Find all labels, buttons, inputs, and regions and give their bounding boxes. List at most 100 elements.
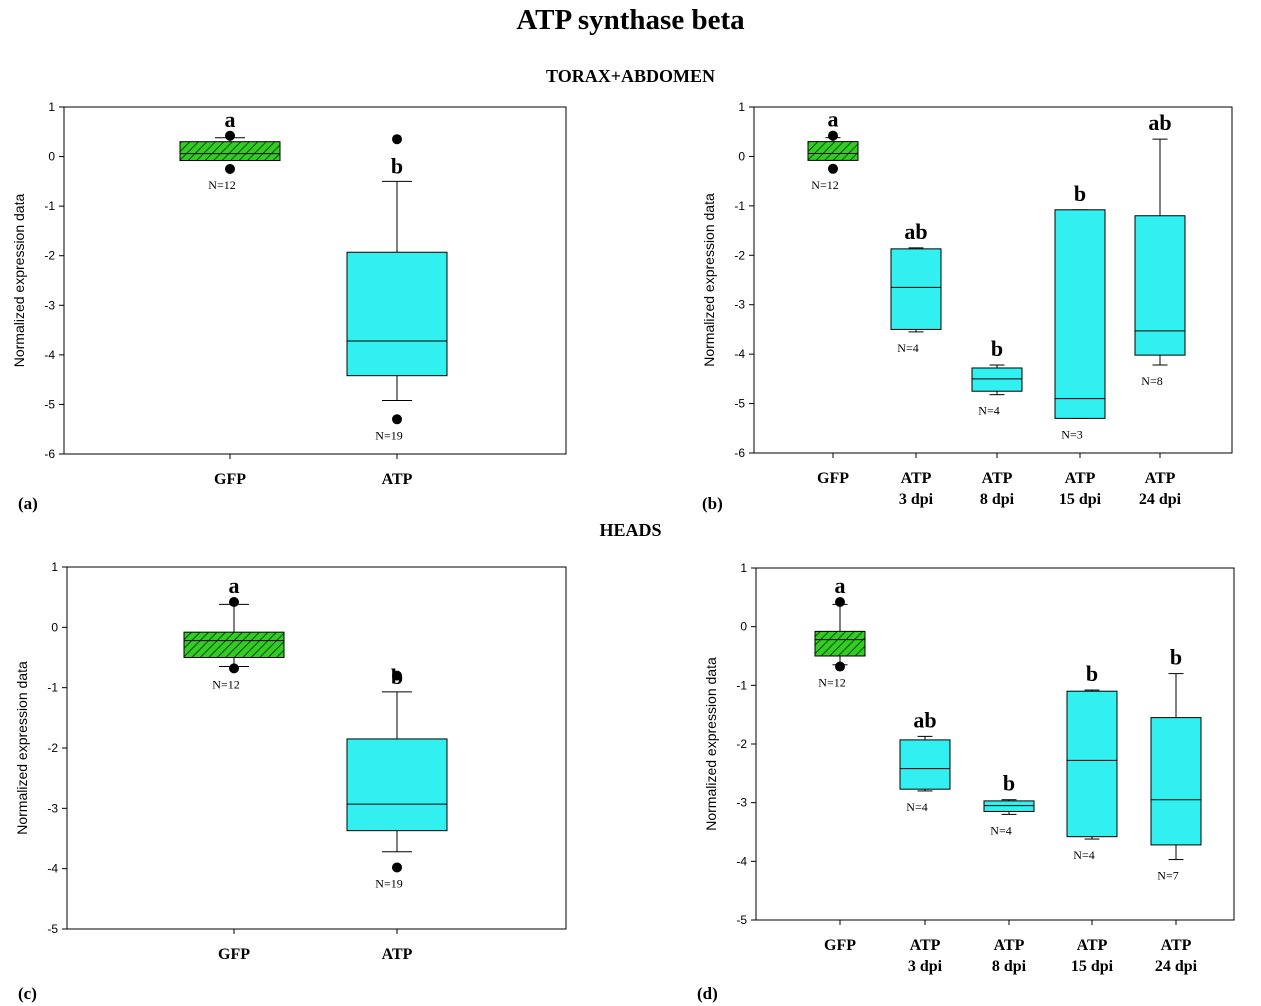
y-axis-label: Normalized expression data [701,193,717,367]
y-tick-label: -5 [734,397,745,411]
n-label: N=4 [978,404,999,418]
n-label: N=19 [375,876,402,890]
box-group: b N=19 ATP [346,664,448,963]
box-rect [983,800,1035,812]
x-category-label: ATP [382,946,413,963]
outlier-point [229,663,239,674]
n-label: N=4 [990,823,1011,837]
outlier-point [828,130,838,141]
y-tick-label: -2 [47,741,58,755]
y-tick-label: 0 [51,620,58,634]
section-title-torax-abdomen: TORAX+ABDOMEN [546,66,715,86]
significance-letter: b [1074,181,1086,206]
x-category-label: GFP [817,470,849,487]
outlier-point [835,661,845,672]
outlier-point [835,597,845,608]
box-rect [971,367,1023,392]
box-rect [807,141,859,161]
plot-frame [63,106,567,455]
y-tick-label: -4 [47,862,58,876]
y-tick-label: 1 [51,560,58,574]
y-tick-label: 1 [738,100,745,114]
x-category-label: GFP [218,946,250,963]
significance-letter: b [991,336,1003,361]
n-label: N=12 [212,677,239,691]
y-tick-label: -1 [44,199,55,213]
panel-label-a: (a) [18,494,38,513]
y-tick-label: -4 [44,348,55,362]
significance-letter: a [229,573,240,598]
plot-frame [66,566,567,930]
x-category-label: ATP [982,470,1013,487]
box-group: b N=4 ATP 8 dpi [983,771,1035,975]
box-group: b N=4 ATP 8 dpi [971,336,1023,508]
outlier-point [392,862,402,873]
panel-label-b: (b) [702,494,723,513]
panel-label-d: (d) [697,984,718,1003]
x-category-label: 24 dpi [1139,491,1182,508]
box-group: a N=12 GFP [179,107,281,488]
box-group: b N=4 ATP 15 dpi [1066,661,1118,975]
x-category-label: 15 dpi [1071,958,1114,975]
y-tick-label: -3 [734,298,745,312]
n-label: N=8 [1141,374,1162,388]
chart-panel-c: 1 0 -1 -2 -3 -4 -5 Normalized expression data a N… [14,560,567,963]
n-label: N=7 [1157,869,1178,883]
n-label: N=12 [811,178,838,192]
box-group: ab N=4 ATP 3 dpi [890,219,942,508]
outlier-point [225,163,235,174]
box-group: ab N=8 ATP 24 dpi [1134,110,1186,508]
significance-letter: a [225,107,236,132]
box-rect [1134,215,1186,356]
y-tick-label: -5 [47,922,58,936]
x-category-label: ATP [1145,470,1176,487]
x-category-label: 24 dpi [1155,958,1198,975]
n-label: N=19 [375,428,402,442]
y-tick-label: -2 [736,737,747,751]
x-category-label: ATP [910,937,941,954]
main-title: ATP synthase beta [516,4,745,36]
y-tick-label: 0 [738,149,745,163]
x-category-label: ATP [1161,937,1192,954]
y-tick-label: -3 [736,796,747,810]
x-category-label: 3 dpi [899,491,934,508]
n-label: N=3 [1061,427,1082,441]
x-category-label: ATP [1065,470,1096,487]
box-rect [1054,209,1106,419]
significance-letter: ab [904,219,927,244]
outlier-point [229,596,239,607]
significance-letter: b [1086,661,1098,686]
y-axis-label: Normalized expression data [14,661,30,835]
y-tick-label: -1 [47,681,58,695]
n-label: N=4 [1073,848,1094,862]
x-category-label: ATP [994,937,1025,954]
x-category-label: ATP [901,470,932,487]
box-group: a N=12 GFP [807,107,859,487]
n-label: N=4 [906,800,927,814]
box-group: b N=19 ATP [346,134,448,488]
y-axis-label: Normalized expression data [11,194,27,368]
outlier-point [392,414,402,425]
chart-panel-d: 1 0 -1 -2 -3 -4 -5 Normalized expression data a N… [703,561,1235,975]
box-rect [346,251,448,377]
x-category-label: 3 dpi [908,958,943,975]
x-category-label: 8 dpi [992,958,1027,975]
y-tick-label: -5 [736,913,747,927]
chart-panel-b: 1 0 -1 -2 -3 -4 -5 -6 Normalized expression data… [701,100,1233,508]
box-group: b N=3 ATP 15 dpi [1054,181,1106,508]
significance-letter: b [391,664,403,689]
box-rect [1150,717,1202,846]
box-rect [346,738,448,832]
panel-label-c: (c) [18,984,37,1003]
x-category-label: GFP [214,471,246,488]
section-title-heads: HEADS [599,520,662,540]
n-label: N=12 [208,178,235,192]
outlier-point [392,670,402,681]
y-tick-label: -5 [44,397,55,411]
box-group: ab N=4 ATP 3 dpi [899,707,951,975]
significance-letter: b [1170,645,1182,670]
box-rect [814,630,866,657]
y-tick-label: -3 [44,298,55,312]
y-tick-label: -2 [734,248,745,262]
y-tick-label: 1 [740,561,747,575]
